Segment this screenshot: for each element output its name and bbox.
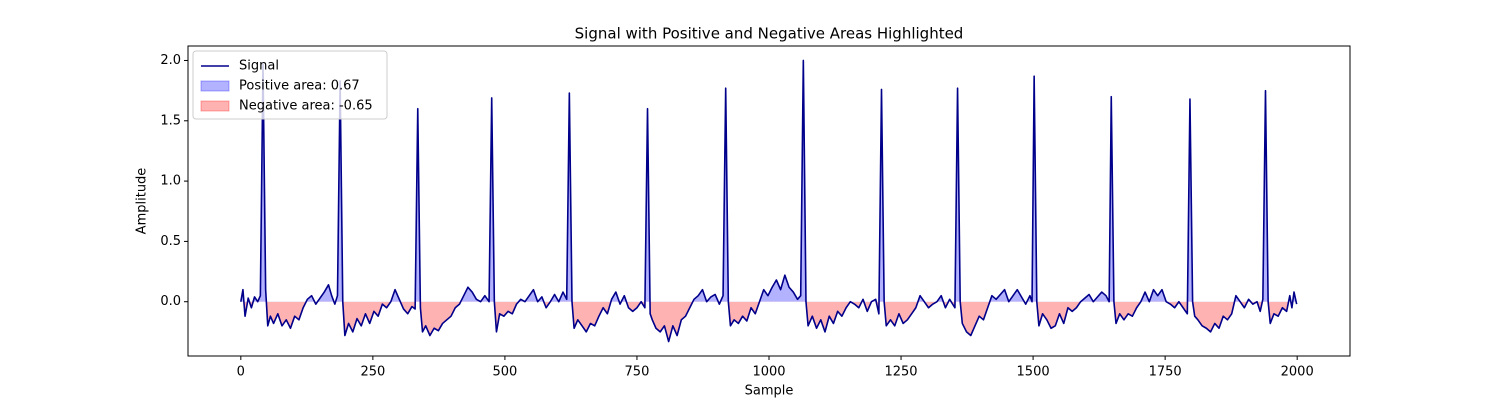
x-tick-label: 2000 [1281, 365, 1314, 380]
x-tick-label: 1750 [1149, 365, 1182, 380]
y-tick-label: 2.0 [160, 53, 181, 68]
positive-area [240, 60, 1297, 302]
y-tick-label: 0.5 [160, 234, 181, 249]
legend-label: Signal [239, 59, 279, 74]
y-tick-label: 1.0 [160, 174, 181, 189]
legend-box [192, 50, 388, 120]
y-tick-label: 1.5 [160, 113, 181, 128]
x-tick-label: 500 [492, 365, 517, 380]
legend-patch [200, 100, 230, 112]
x-tick-label: 750 [625, 365, 650, 380]
legend-label: Positive area: 0.67 [239, 79, 360, 94]
chart-title: Signal with Positive and Negative Areas … [575, 25, 964, 43]
y-axis-label: Amplitude [135, 168, 150, 235]
x-tick-label: 0 [237, 365, 245, 380]
x-tick-label: 1250 [884, 365, 917, 380]
x-tick-label: 1500 [1017, 365, 1050, 380]
legend-label: Negative area: -0.65 [239, 99, 373, 114]
y-tick-label: 0.0 [160, 294, 181, 309]
x-tick-label: 1000 [752, 365, 785, 380]
x-axis-label: Sample [745, 384, 794, 399]
signal-line [240, 59, 1298, 343]
x-tick-label: 250 [360, 365, 385, 380]
legend-patch [200, 80, 230, 92]
negative-area [240, 301, 1297, 342]
